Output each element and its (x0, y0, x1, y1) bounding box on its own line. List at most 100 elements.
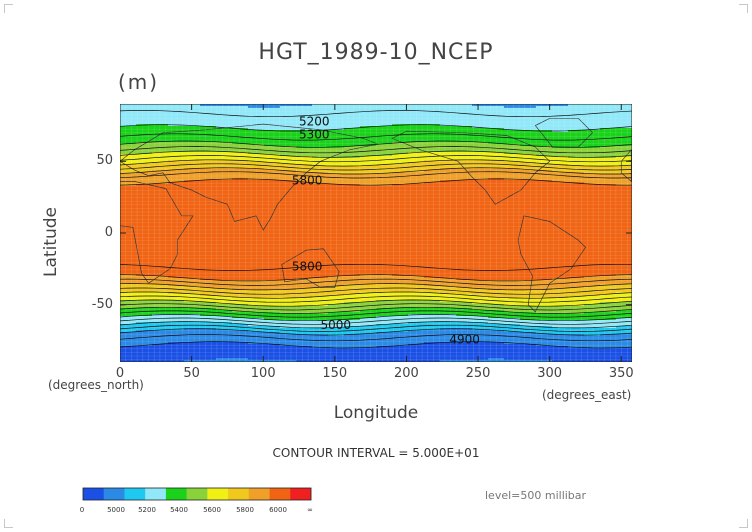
band-cell (504, 254, 521, 257)
band-cell (584, 296, 601, 299)
band-cell (120, 260, 137, 263)
band-cell (504, 162, 521, 165)
band-cell (248, 328, 265, 331)
band-cell (120, 108, 137, 111)
corner-mark-top-right (739, 4, 748, 13)
band-cell (376, 214, 393, 217)
band-cell (584, 292, 601, 295)
band-cell (280, 228, 297, 231)
band-cell (312, 260, 329, 263)
band-cell (584, 342, 601, 345)
band-cell (456, 232, 473, 235)
band-cell (152, 356, 169, 359)
band-cell (488, 218, 505, 221)
band-cell (168, 270, 185, 273)
band-cell (120, 302, 137, 305)
band-cell (568, 126, 585, 129)
band-cell (184, 326, 201, 329)
band-cell (520, 262, 537, 265)
band-cell (280, 152, 297, 155)
band-cell (232, 308, 249, 311)
band-cell (280, 178, 297, 181)
band-cell (520, 264, 537, 267)
band-cell (328, 350, 345, 353)
band-cell (520, 300, 537, 303)
band-cell (296, 124, 313, 127)
band-cell (584, 274, 601, 277)
band-cell (456, 134, 473, 137)
band-cell (392, 220, 409, 223)
band-cell (216, 274, 233, 277)
band-cell (472, 154, 489, 157)
band-cell (392, 128, 409, 131)
band-cell (120, 288, 137, 291)
band-cell (360, 200, 377, 203)
band-cell (520, 220, 537, 223)
band-cell (200, 170, 217, 173)
band-cell (552, 230, 569, 233)
contour-line (120, 295, 632, 303)
band-cell (152, 256, 169, 259)
colorbar-label: 5800 (236, 506, 254, 514)
band-cell (216, 208, 233, 211)
corner-mark-bottom-left (4, 519, 13, 528)
band-cell (200, 158, 217, 161)
band-cell (360, 228, 377, 231)
band-cell (552, 354, 569, 357)
band-cell (616, 260, 632, 263)
band-cell (440, 358, 457, 361)
band-cell (472, 260, 489, 263)
band-cell (216, 104, 233, 107)
band-cell (136, 184, 153, 187)
band-cell (168, 170, 185, 173)
band-cell (168, 200, 185, 203)
band-cell (248, 144, 265, 147)
band-cell (408, 272, 425, 275)
band-cell (552, 244, 569, 247)
band-cell (424, 300, 441, 303)
band-cell (408, 152, 425, 155)
band-cell (440, 158, 457, 161)
band-cell (280, 302, 297, 305)
band-cell (168, 108, 185, 111)
band-cell (264, 292, 281, 295)
band-cell (264, 128, 281, 131)
band-cell (216, 174, 233, 177)
band-cell (248, 352, 265, 355)
band-cell (280, 150, 297, 153)
band-cell (152, 352, 169, 355)
band-cell (456, 208, 473, 211)
band-cell (328, 172, 345, 175)
band-cell (136, 112, 153, 115)
band-cell (120, 238, 137, 241)
band-cell (472, 360, 489, 362)
band-cell (520, 238, 537, 241)
band-cell (280, 356, 297, 359)
band-cell (344, 322, 361, 325)
band-cell (440, 330, 457, 333)
band-cell (552, 208, 569, 211)
band-cell (552, 154, 569, 157)
band-cell (376, 244, 393, 247)
band-cell (312, 188, 329, 191)
band-cell (264, 132, 281, 135)
band-cell (488, 128, 505, 131)
band-cell (456, 170, 473, 173)
contour-line (120, 163, 632, 171)
band-cell (616, 180, 632, 183)
band-cell (168, 118, 185, 121)
band-cell (408, 240, 425, 243)
band-cell (488, 308, 505, 311)
band-cell (536, 204, 553, 207)
contour-line (120, 140, 632, 148)
band-cell (296, 220, 313, 223)
band-cell (616, 264, 632, 267)
band-cell (600, 276, 617, 279)
band-cell (136, 346, 153, 349)
band-cell (136, 132, 153, 135)
band-cell (600, 130, 617, 133)
band-cell (200, 236, 217, 239)
band-cell (376, 120, 393, 123)
band-cell (600, 208, 617, 211)
band-cell (184, 108, 201, 111)
